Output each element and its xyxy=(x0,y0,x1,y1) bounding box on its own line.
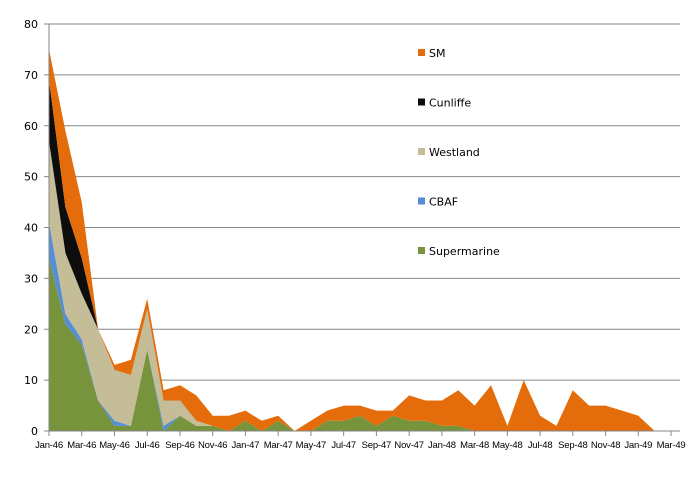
y-tick-label: 0 xyxy=(31,425,38,438)
legend-label-cunliffe: Cunliffe xyxy=(429,97,471,110)
legend-swatch-cbaf xyxy=(418,197,425,205)
y-tick-label: 10 xyxy=(24,374,38,387)
y-tick-label: 70 xyxy=(24,69,38,82)
axes: 0 10 20 30 40 50 60 70 80 xyxy=(24,18,680,438)
y-tick-label: 50 xyxy=(24,171,38,184)
legend: SM Cunliffe Westland CBAF Supermarine xyxy=(418,47,500,258)
legend-label-sm: SM xyxy=(429,47,445,60)
y-tick-label: 40 xyxy=(24,222,38,235)
legend-swatch-sm xyxy=(418,49,425,56)
legend-label-westland: Westland xyxy=(429,146,480,159)
y-tick-label: 60 xyxy=(24,120,38,133)
legend-label-supermarine: Supermarine xyxy=(429,245,500,258)
gridlines xyxy=(49,23,680,381)
y-tick-label: 30 xyxy=(24,272,38,285)
legend-swatch-supermarine xyxy=(418,247,425,254)
y-tick-label: 20 xyxy=(24,323,38,336)
legend-swatch-cunliffe xyxy=(418,98,425,106)
legend-swatch-westland xyxy=(418,148,425,155)
area-westland xyxy=(49,141,672,431)
series-areas xyxy=(49,49,672,432)
legend-label-cbaf: CBAF xyxy=(429,196,458,209)
y-tick-label: 80 xyxy=(24,18,38,31)
